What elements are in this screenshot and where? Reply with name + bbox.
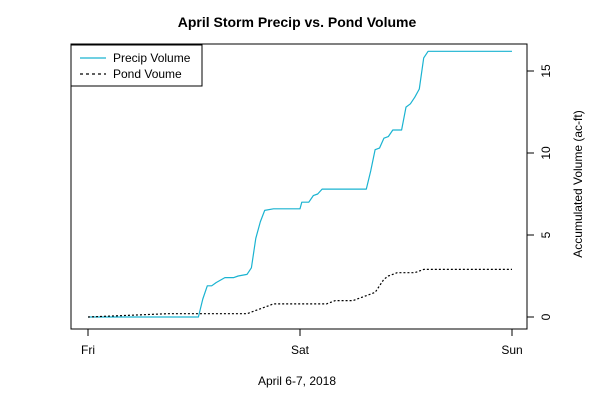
series-line-precip-volume: [88, 50, 512, 318]
y-tick-label: 10: [539, 146, 553, 160]
x-tick-label: Sat: [291, 343, 310, 357]
x-axis: Fri Sat Sun: [81, 328, 523, 357]
x-tick-label: Sun: [501, 343, 522, 357]
series-layer: [87, 50, 512, 318]
series-line-pond-volume: [87, 268, 512, 318]
y-tick-label: 15: [539, 64, 553, 78]
y-tick-label: 0: [539, 313, 553, 320]
x-axis-label: April 6-7, 2018: [258, 374, 336, 388]
y-axis-label: Accumulated Volume (ac-ft): [571, 110, 585, 257]
legend-label-precip: Precip Volume: [113, 51, 191, 65]
legend-label-pond: Pond Voume: [113, 67, 182, 81]
y-axis: 0 5 10 15: [526, 64, 553, 320]
chart-title: April Storm Precip vs. Pond Volume: [178, 14, 417, 30]
legend-box: [70, 44, 203, 87]
x-tick-label: Fri: [81, 343, 95, 357]
plot-frame: [70, 43, 528, 330]
y-tick-label: 5: [539, 231, 553, 238]
legend: Precip Volume Pond Voume: [70, 44, 203, 87]
